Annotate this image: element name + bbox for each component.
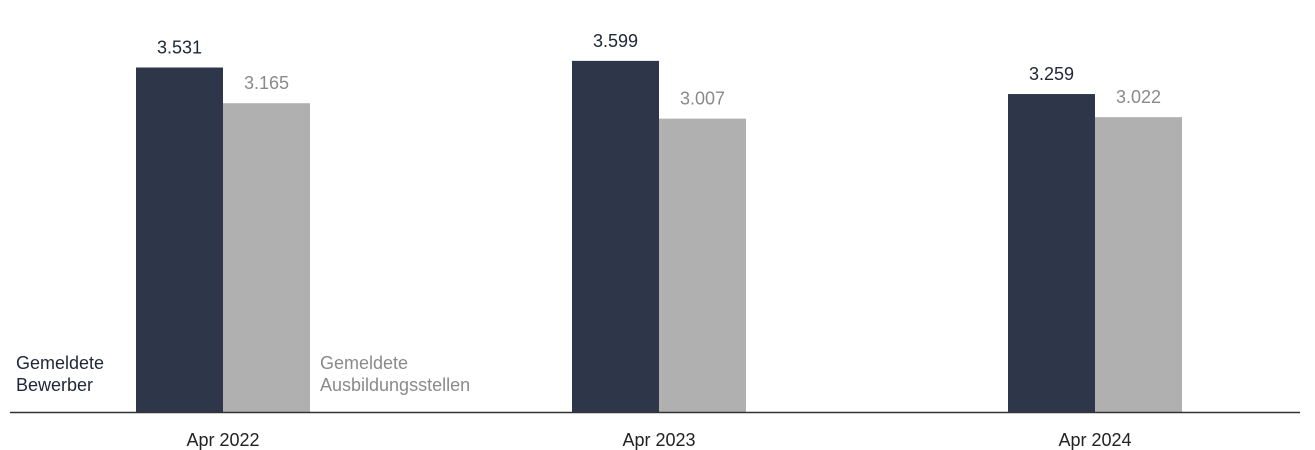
x-tick-labels-group: Apr 2022 Apr 2023 Apr 2024 (186, 430, 1131, 450)
bar-ausbildungsstellen-2 (1095, 117, 1182, 413)
x-tick-label-0: Apr 2022 (186, 430, 259, 450)
legend-ausbildungsstellen: Gemeldete Ausbildungsstellen (320, 352, 540, 396)
x-tick-label-1: Apr 2023 (622, 430, 695, 450)
value-labels-group: 3.531 3.165 3.599 3.007 3.259 3.022 (157, 31, 1161, 109)
value-label-bewerber-1: 3.599 (593, 31, 638, 51)
x-tick-label-2: Apr 2024 (1058, 430, 1131, 450)
legend-bewerber-line1: Gemeldete (16, 353, 105, 373)
legend-stellen-line2: Ausbildungsstellen (320, 375, 471, 395)
value-label-ausbildungsstellen-0: 3.165 (244, 73, 289, 93)
bar-ausbildungsstellen-1 (659, 118, 746, 412)
bar-bewerber-0 (136, 67, 223, 412)
legend-stellen-line1: Gemeldete (320, 353, 409, 373)
legend-bewerber-line2: Bewerber (16, 375, 94, 395)
legend-bewerber: Gemeldete Bewerber (16, 352, 146, 396)
value-label-bewerber-2: 3.259 (1029, 64, 1074, 84)
bars-group (136, 60, 1182, 413)
value-label-ausbildungsstellen-2: 3.022 (1116, 87, 1161, 107)
bar-ausbildungsstellen-0 (223, 103, 310, 412)
value-label-bewerber-0: 3.531 (157, 38, 202, 58)
bar-bewerber-2 (1008, 94, 1095, 413)
bar-bewerber-1 (572, 60, 659, 412)
value-label-ausbildungsstellen-1: 3.007 (680, 89, 725, 109)
